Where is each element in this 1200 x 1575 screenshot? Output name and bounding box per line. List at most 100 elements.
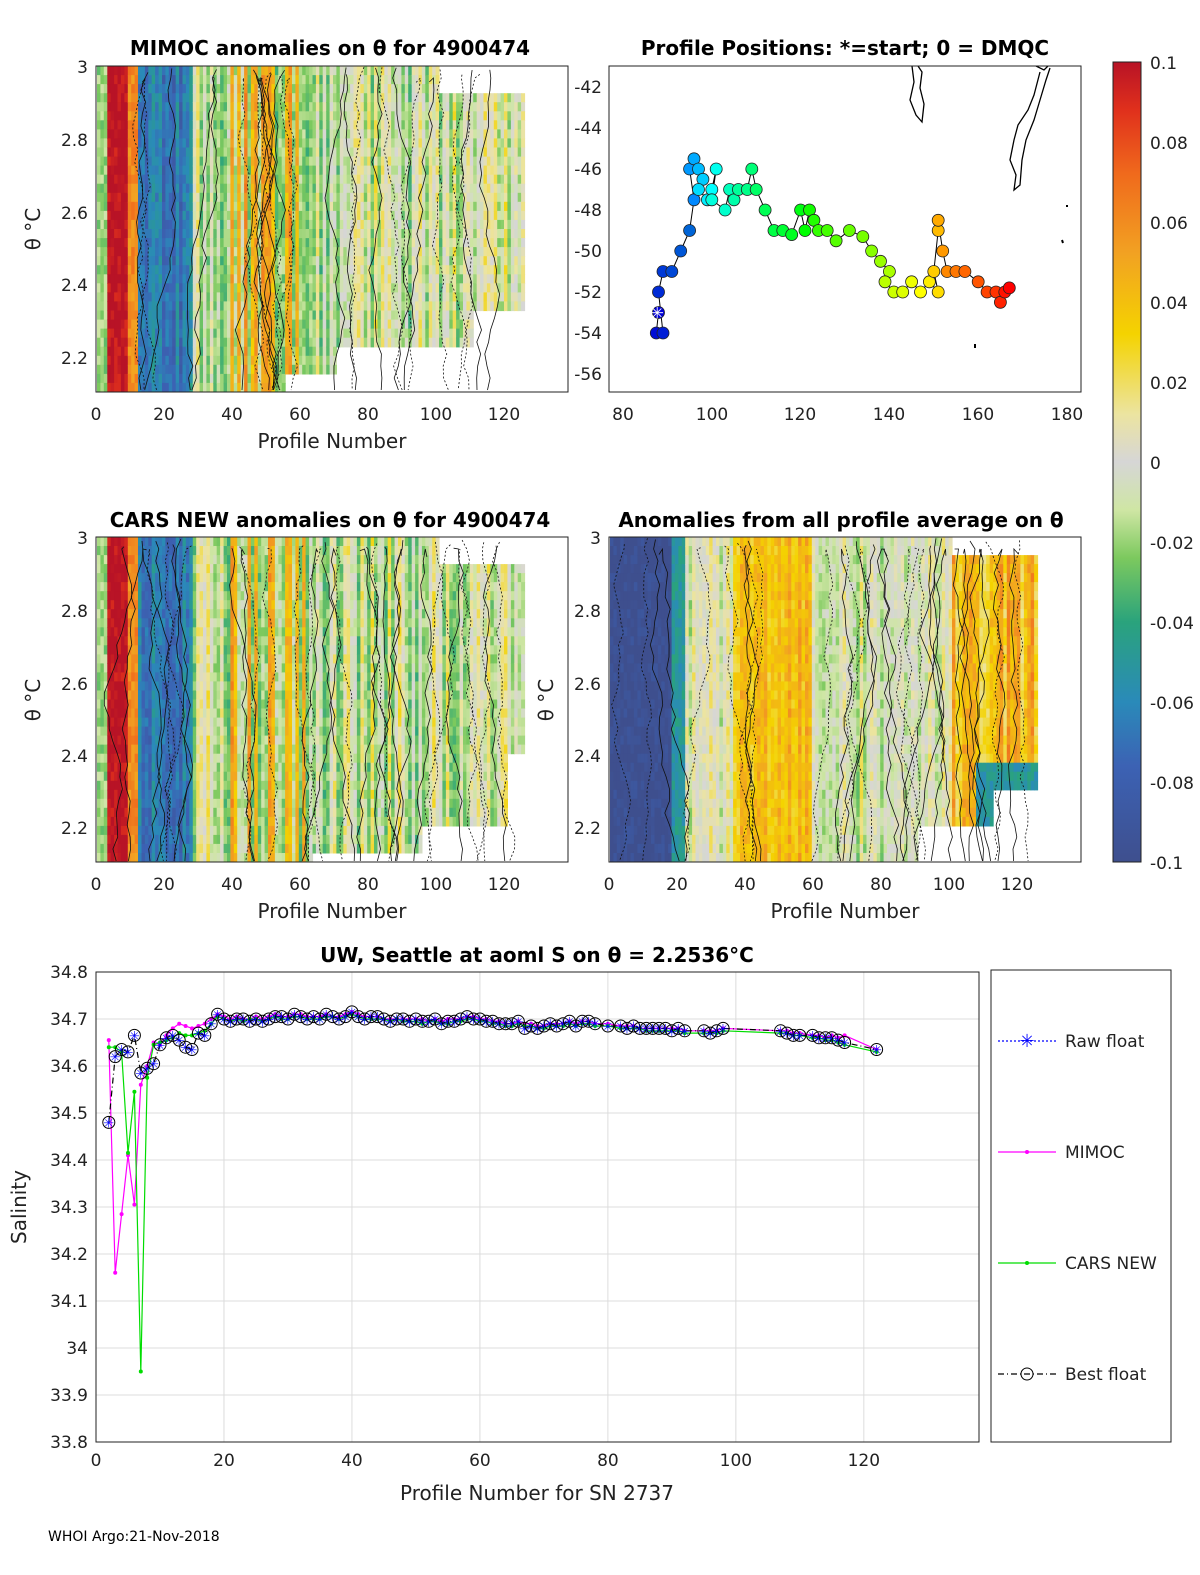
raw-float-point-63: ✳	[506, 1018, 517, 1033]
raw-float-point-49: ✳	[417, 1015, 428, 1030]
raw-float-point-67: ✳	[532, 1022, 543, 1037]
salinity-ytick-8: 34	[66, 1339, 88, 1359]
best-float-point-9	[159, 1031, 173, 1045]
mimoc-xtick-4: 80	[357, 405, 379, 425]
best-float-point-102	[838, 1036, 852, 1049]
mimoc-ticks: 0 20 40 60 80 100 120 3 2.8 2.6 2.4 2.2	[61, 58, 520, 425]
best-float-point-62	[499, 1017, 512, 1031]
best-float-point-34	[319, 1007, 333, 1021]
best-float-point-67	[531, 1021, 544, 1035]
salinity-ytick-1: 34.7	[50, 1010, 88, 1030]
best-float-point-94	[780, 1026, 794, 1040]
average-xlabel: Profile Number	[771, 899, 921, 923]
salinity-xtick-0: 0	[91, 1451, 102, 1471]
raw-float-point-96: ✳	[794, 1029, 805, 1044]
profile-position-34	[820, 224, 834, 237]
profile-position-7	[683, 224, 696, 237]
best-float-point-58	[473, 1012, 487, 1026]
average-heatmap	[610, 537, 1039, 862]
best-float-point-43	[377, 1012, 391, 1026]
best-float-point-85	[659, 1021, 672, 1035]
raw-float-point-74: ✳	[577, 1015, 588, 1030]
cars-new-point-6	[145, 1075, 150, 1080]
mimoc-xtick-0: 0	[91, 405, 102, 425]
salinity-title: UW, Seattle at aoml S on θ = 2.2536°C	[320, 943, 754, 967]
best-float-point-103	[870, 1043, 884, 1056]
salinity-xtick-1: 20	[213, 1451, 235, 1471]
raw-float-point-7: ✳	[148, 1058, 159, 1073]
positions-ytick-2: -46	[574, 160, 602, 180]
positions-xtick-5: 180	[1051, 405, 1083, 425]
cars-ticks: 0 20 40 60 80 100 120 3 2.8 2.6 2.4 2.2	[61, 529, 520, 895]
best-float-point-89	[697, 1024, 711, 1038]
best-float-point-26	[268, 1010, 282, 1024]
raw-float-point-38: ✳	[346, 1006, 357, 1021]
cars-xtick-2: 40	[221, 875, 243, 895]
best-float-point-31	[300, 1012, 314, 1026]
mimoc-point-12	[183, 1024, 188, 1028]
profile-position-2	[656, 326, 670, 340]
salinity-xtick-6: 120	[848, 1451, 880, 1471]
salinity-xtick-2: 40	[341, 1451, 363, 1471]
cars-new-point-76	[593, 1024, 598, 1028]
raw-float-point-52: ✳	[436, 1018, 447, 1033]
profile-position-44	[905, 275, 918, 289]
best-float-point-7	[147, 1057, 161, 1071]
mimoc-contours	[132, 66, 501, 391]
mimoc-xtick-3: 60	[289, 405, 311, 425]
best-float-point-17	[211, 1007, 225, 1021]
best-float-point-36	[332, 1012, 346, 1026]
best-float-point-77	[601, 1019, 615, 1033]
best-float-point-40	[358, 1012, 372, 1026]
raw-float-point-15: ✳	[199, 1029, 210, 1044]
average-xtick-1: 20	[666, 875, 688, 895]
best-float-point-3	[121, 1045, 135, 1059]
average-xtick-3: 60	[802, 875, 824, 895]
best-float-point-53	[441, 1014, 455, 1028]
salinity-ytick-2: 34.6	[50, 1057, 88, 1077]
profile-position-60	[1002, 281, 1016, 295]
best-float-point-59	[479, 1014, 493, 1028]
best-float-point-66	[524, 1019, 538, 1033]
positions-xtick-4: 160	[962, 405, 994, 425]
best-float-point-39	[351, 1010, 365, 1024]
raw-float-point-33: ✳	[314, 1013, 325, 1028]
profile-position-39	[874, 254, 887, 268]
raw-float-point-84: ✳	[654, 1022, 665, 1037]
mimoc-ytick-4: 2.2	[61, 349, 88, 369]
legend-mimoc-label: MIMOC	[1065, 1143, 1125, 1163]
raw-float-point-76: ✳	[590, 1018, 601, 1033]
best-float-point-13	[185, 1043, 199, 1056]
positions-xtick-1: 100	[696, 405, 728, 425]
raw-float-point-24: ✳	[257, 1015, 268, 1030]
raw-float-point-22: ✳	[244, 1015, 255, 1030]
colorbar: 0.1 0.08 0.06 0.04 0.02 0 -0.02 -0.04 -0…	[1112, 54, 1194, 874]
positions-panel: Profile Positions: *=start; 0 = DMQC ✳ 8…	[574, 36, 1083, 425]
legend-cars-new: CARS NEW	[998, 1254, 1157, 1274]
profile-position-24	[749, 183, 763, 196]
cars-ytick-3: 2.4	[61, 747, 88, 767]
best-float-point-80	[627, 1019, 640, 1033]
best-float-point-33	[313, 1012, 327, 1026]
raw-float-point-13: ✳	[187, 1044, 198, 1059]
average-ylabel: θ °C	[534, 679, 558, 722]
salinity-xtick-3: 60	[469, 1451, 491, 1471]
raw-float-point-41: ✳	[366, 1011, 377, 1026]
legend-best-label: Best float	[1065, 1365, 1147, 1385]
cars-new-point-5	[138, 1369, 143, 1374]
best-float-point-71	[556, 1017, 570, 1031]
salinity-axes-box	[95, 971, 980, 1443]
average-ytick-2: 2.6	[574, 675, 601, 695]
best-float-point-19	[223, 1014, 237, 1028]
mimoc-ylabel: θ °C	[21, 208, 45, 251]
best-float-point-24	[255, 1014, 269, 1028]
positions-ytick-1: -44	[574, 119, 602, 139]
best-float-point-63	[505, 1017, 519, 1031]
best-float-point-70	[550, 1019, 564, 1033]
positions-xtick-0: 80	[612, 405, 634, 425]
average-xtick-2: 40	[734, 875, 756, 895]
salinity-xtick-4: 80	[597, 1451, 619, 1471]
profile-position-37	[856, 230, 870, 244]
legend-raw-float: ✳ Raw float	[998, 1031, 1145, 1052]
